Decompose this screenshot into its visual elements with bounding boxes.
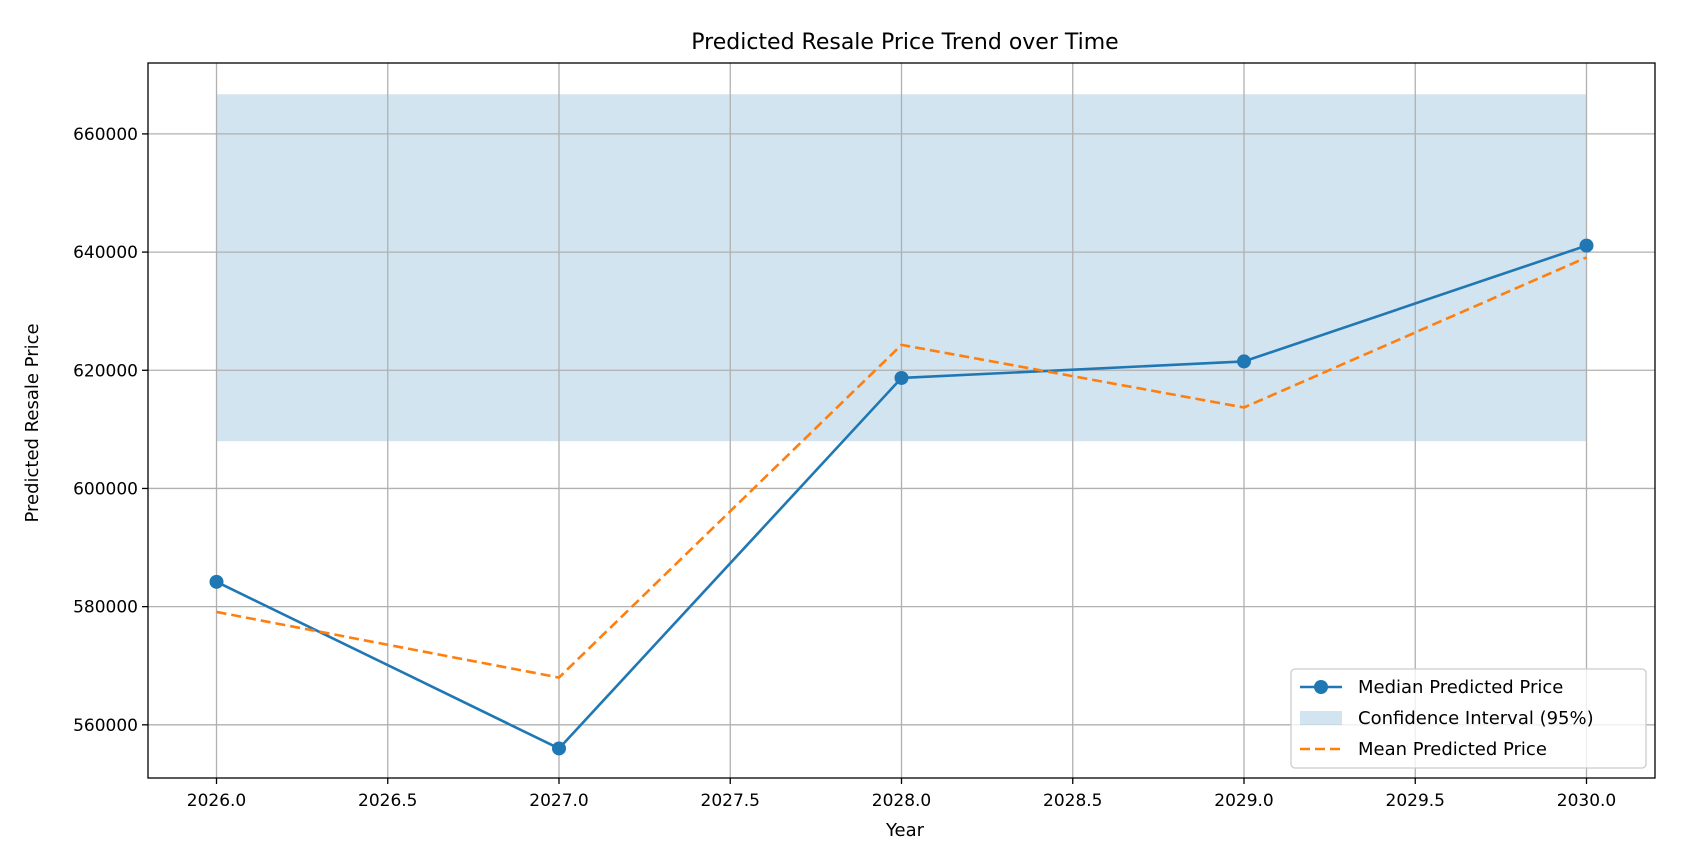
x-tick-label: 2030.0 — [1557, 791, 1616, 811]
legend-label: Mean Predicted Price — [1358, 739, 1547, 760]
y-axis-label: Predicted Resale Price — [22, 323, 43, 522]
x-tick-label: 2029.5 — [1386, 791, 1445, 811]
legend-box — [1290, 668, 1647, 769]
x-tick-label: 2027.0 — [529, 791, 588, 811]
y-tick-label: 640000 — [73, 243, 138, 263]
x-tick-label: 2028.5 — [1043, 791, 1102, 811]
data-point — [1237, 354, 1251, 369]
x-tick-label: 2026.0 — [187, 791, 246, 811]
data-point — [894, 370, 909, 385]
y-tick-label: 560000 — [73, 716, 138, 736]
legend-handle-band — [1300, 711, 1342, 725]
x-tick-label: 2028.0 — [872, 791, 931, 811]
x-tick-label: 2029.0 — [1214, 791, 1273, 811]
y-tick-label: 580000 — [73, 598, 138, 618]
data-point — [1579, 238, 1594, 253]
y-tick-label: 660000 — [73, 125, 138, 145]
x-tick-label: 2027.5 — [701, 791, 760, 811]
series-line-1 — [216, 256, 1588, 679]
x-axis-label: Year — [885, 820, 925, 841]
x-tick-label: 2026.5 — [358, 791, 417, 811]
legend-handle-marker — [1314, 680, 1328, 694]
legend-label: Median Predicted Price — [1358, 677, 1563, 698]
data-point — [552, 741, 566, 756]
chart-title: Predicted Resale Price Trend over Time — [691, 30, 1118, 55]
y-tick-label: 600000 — [73, 479, 138, 499]
data-point — [209, 574, 224, 589]
legend-label: Confidence Interval (95%) — [1358, 708, 1594, 729]
legend: Median Predicted Price Confidence Interva… — [1290, 668, 1647, 769]
plot-area: 2026.0 2026.5 2027.0 2027.5 2028.0 2028.5 2029… — [73, 62, 1656, 811]
y-tick-label: 620000 — [73, 361, 138, 381]
